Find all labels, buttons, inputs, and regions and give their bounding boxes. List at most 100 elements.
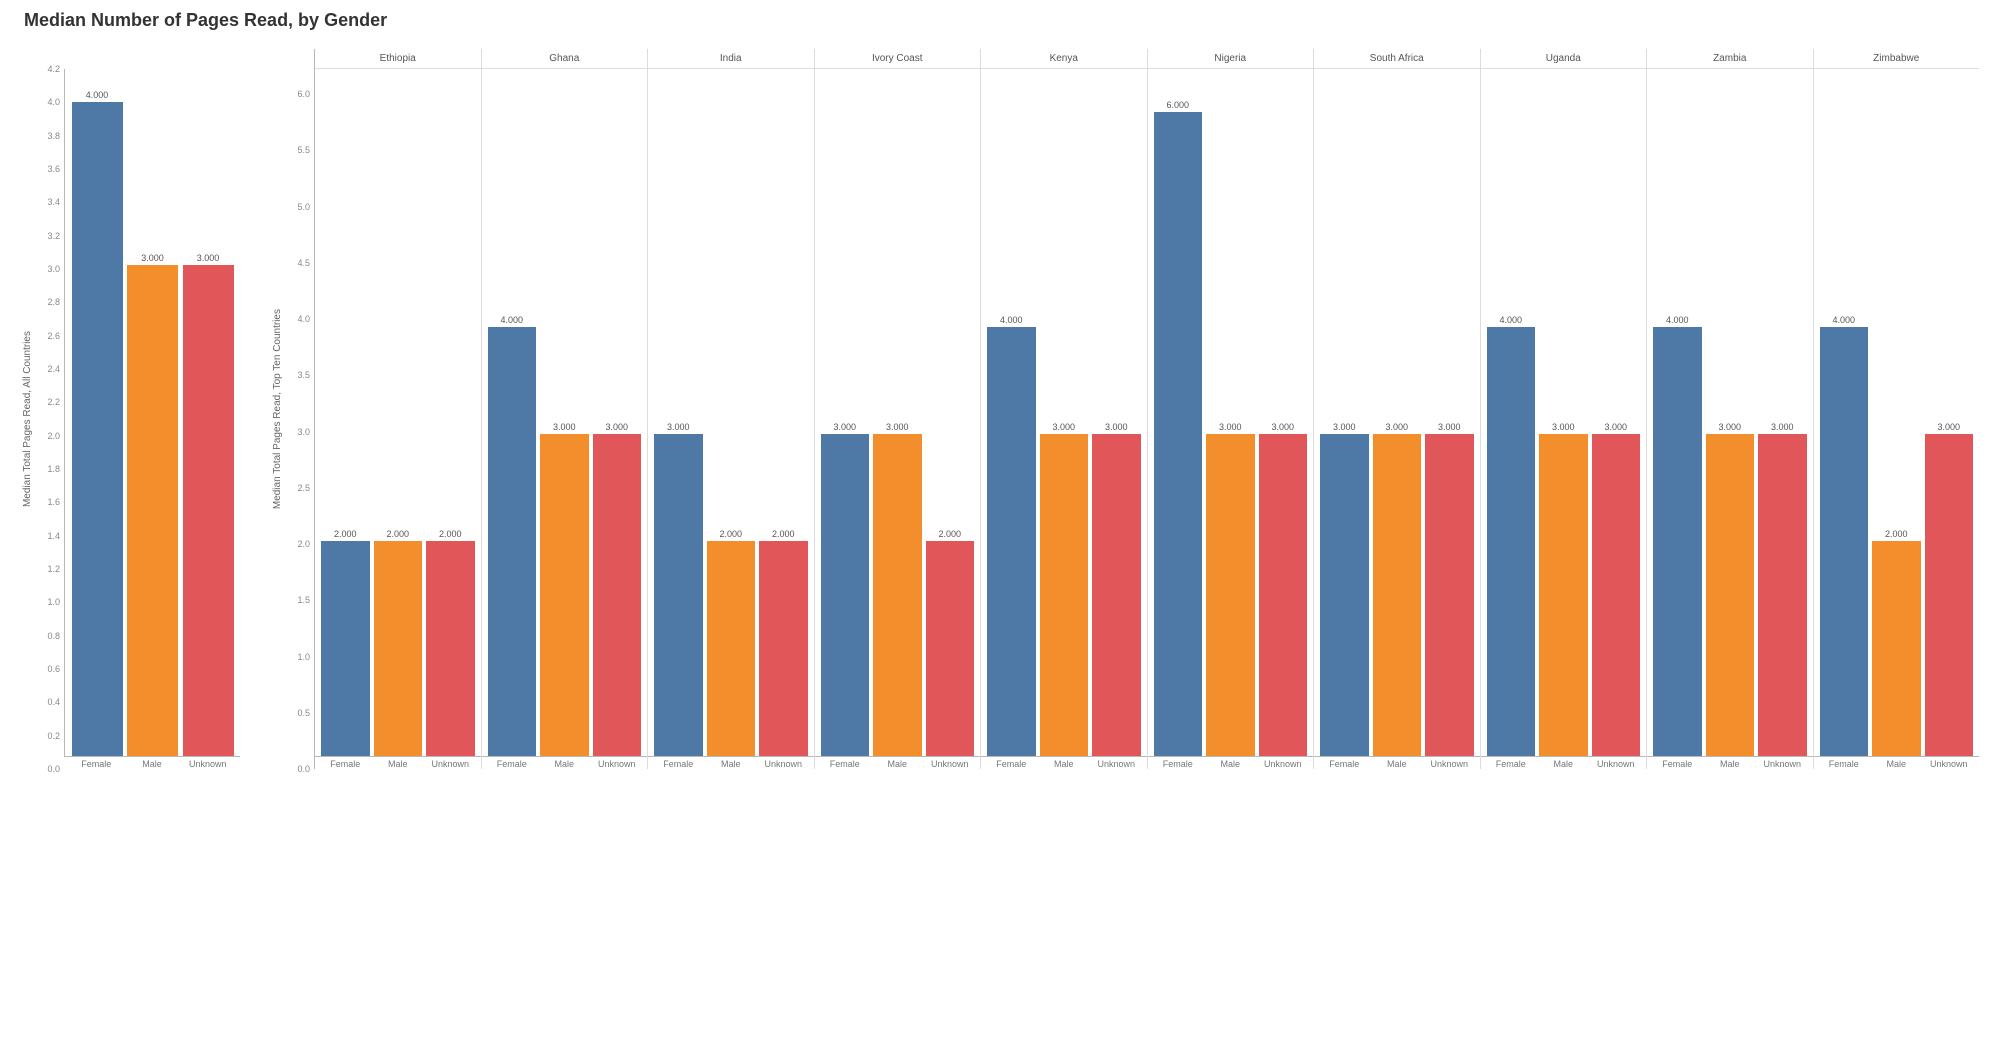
- bar[interactable]: [821, 434, 870, 756]
- bar-value-label: 3.000: [1271, 422, 1294, 432]
- bar-unknown: 2.000: [757, 69, 810, 756]
- bar-value-label: 4.000: [86, 90, 109, 100]
- bar[interactable]: [127, 265, 178, 756]
- bar-value-label: 3.000: [1105, 422, 1128, 432]
- xaxis: FemaleMaleUnknown: [815, 757, 981, 769]
- ytick: 2.2: [47, 397, 60, 407]
- bar-female: 6.000: [1152, 69, 1205, 756]
- bar[interactable]: [1154, 112, 1203, 756]
- bar[interactable]: [488, 327, 537, 756]
- xtick: Female: [819, 759, 872, 769]
- bar-male: 3.000: [871, 69, 924, 756]
- bar[interactable]: [707, 541, 756, 756]
- ytick: 0.2: [47, 731, 60, 741]
- xtick: Male: [125, 759, 180, 769]
- bar-value-label: 2.000: [386, 529, 409, 539]
- bar-value-label: 3.000: [1219, 422, 1242, 432]
- ytick: 2.6: [47, 331, 60, 341]
- ytick: 3.8: [47, 131, 60, 141]
- bar[interactable]: [1592, 434, 1641, 756]
- bar[interactable]: [1320, 434, 1369, 756]
- ytick: 3.0: [297, 427, 310, 437]
- bar[interactable]: [1206, 434, 1255, 756]
- bar-unknown: 3.000: [1590, 69, 1643, 756]
- ytick: 2.0: [47, 431, 60, 441]
- ytick: 3.2: [47, 231, 60, 241]
- bar[interactable]: [72, 102, 123, 756]
- ytick: 2.5: [297, 483, 310, 493]
- bar[interactable]: [321, 541, 370, 756]
- bar-unknown: 3.000: [1423, 69, 1476, 756]
- bar[interactable]: [183, 265, 234, 756]
- ytick: 1.2: [47, 564, 60, 574]
- xtick: Female: [985, 759, 1038, 769]
- subplot-kenya: Kenya4.0003.0003.000FemaleMaleUnknown: [981, 49, 1148, 769]
- bar[interactable]: [374, 541, 423, 756]
- bar[interactable]: [654, 434, 703, 756]
- bars-area: 3.0002.0002.000: [648, 69, 814, 757]
- bar[interactable]: [1040, 434, 1089, 756]
- xaxis: FemaleMaleUnknown: [981, 757, 1147, 769]
- xtick: Male: [1537, 759, 1590, 769]
- bar[interactable]: [987, 327, 1036, 756]
- bar-female: 4.000: [70, 69, 125, 756]
- bar-male: 3.000: [1704, 69, 1757, 756]
- ytick: 1.4: [47, 531, 60, 541]
- subplot-zambia: Zambia4.0003.0003.000FemaleMaleUnknown: [1647, 49, 1814, 769]
- bar-value-label: 3.000: [833, 422, 856, 432]
- right-plots: Ethiopia2.0002.0002.000FemaleMaleUnknown…: [314, 49, 1979, 769]
- subplot-zimbabwe: Zimbabwe4.0002.0003.000FemaleMaleUnknown: [1814, 49, 1980, 769]
- ytick: 0.5: [297, 708, 310, 718]
- bar-value-label: 3.000: [1718, 422, 1741, 432]
- bar[interactable]: [1487, 327, 1536, 756]
- ytick: 1.6: [47, 497, 60, 507]
- bar-value-label: 4.000: [1000, 315, 1023, 325]
- ytick: 1.0: [297, 652, 310, 662]
- bar[interactable]: [1925, 434, 1974, 756]
- bar-value-label: 3.000: [1604, 422, 1627, 432]
- xaxis: FemaleMaleUnknown: [1148, 757, 1314, 769]
- bars-area: 4.0003.0003.000: [1481, 69, 1647, 757]
- ytick: 3.4: [47, 197, 60, 207]
- xtick: Unknown: [1756, 759, 1809, 769]
- country-header: Kenya: [981, 49, 1147, 69]
- xtick: Female: [486, 759, 539, 769]
- right-ylabel: Median Total Pages Read, Top Ten Countri…: [272, 309, 283, 509]
- bar[interactable]: [1706, 434, 1755, 756]
- bar-unknown: 3.000: [1090, 69, 1143, 756]
- ytick: 1.8: [47, 464, 60, 474]
- bar[interactable]: [1092, 434, 1141, 756]
- country-header: Uganda: [1481, 49, 1647, 69]
- xtick: Female: [1651, 759, 1704, 769]
- bars-area: 4.0003.0003.000: [482, 69, 648, 757]
- bars-area: 3.0003.0003.000: [1314, 69, 1480, 757]
- bar[interactable]: [926, 541, 975, 756]
- bar-value-label: 3.000: [1438, 422, 1461, 432]
- bar-value-label: 2.000: [772, 529, 795, 539]
- bar[interactable]: [1259, 434, 1308, 756]
- bar[interactable]: [593, 434, 642, 756]
- bar[interactable]: [1820, 327, 1869, 756]
- bar-value-label: 3.000: [1771, 422, 1794, 432]
- xtick: Male: [1371, 759, 1424, 769]
- bar-value-label: 2.000: [1885, 529, 1908, 539]
- bar-value-label: 2.000: [938, 529, 961, 539]
- xaxis: FemaleMaleUnknown: [482, 757, 648, 769]
- left-panel: Median Total Pages Read, All Countries 0…: [20, 49, 240, 769]
- bar[interactable]: [1373, 434, 1422, 756]
- bar[interactable]: [540, 434, 589, 756]
- bar[interactable]: [1872, 541, 1921, 756]
- bar[interactable]: [759, 541, 808, 756]
- bar[interactable]: [1758, 434, 1807, 756]
- bar[interactable]: [873, 434, 922, 756]
- xtick: Female: [1485, 759, 1538, 769]
- bars-area: 4.0002.0003.000: [1814, 69, 1980, 757]
- bar[interactable]: [426, 541, 475, 756]
- ytick: 0.8: [47, 631, 60, 641]
- subplot-ethiopia: Ethiopia2.0002.0002.000FemaleMaleUnknown: [315, 49, 482, 769]
- bar-value-label: 3.000: [1937, 422, 1960, 432]
- bar[interactable]: [1653, 327, 1702, 756]
- bar[interactable]: [1425, 434, 1474, 756]
- country-header: Nigeria: [1148, 49, 1314, 69]
- bar[interactable]: [1539, 434, 1588, 756]
